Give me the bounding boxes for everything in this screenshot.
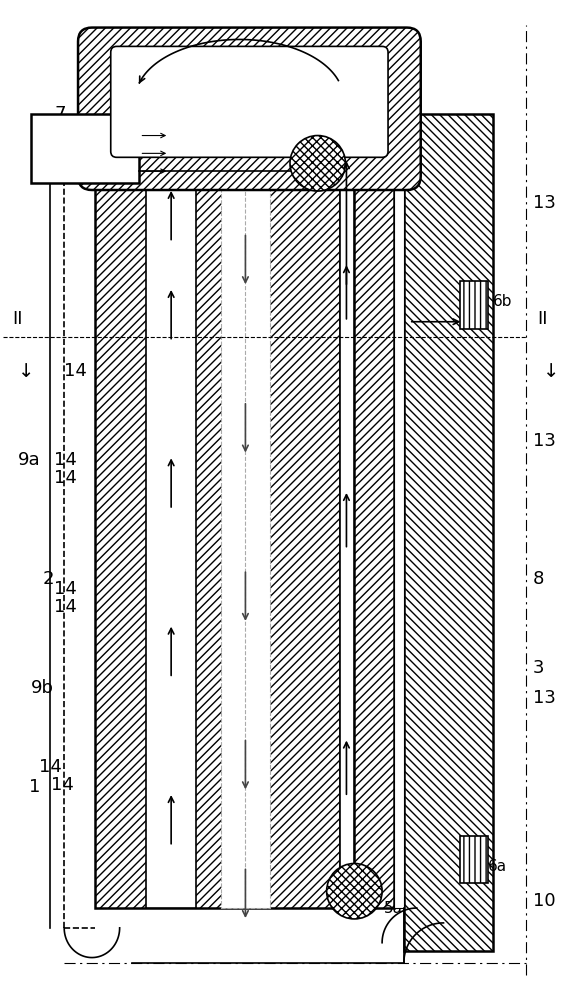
Text: 6b: 6b — [493, 294, 512, 309]
Polygon shape — [221, 173, 270, 908]
Text: 14: 14 — [160, 233, 182, 251]
Polygon shape — [354, 173, 394, 908]
Text: 14: 14 — [333, 26, 356, 44]
Text: ↓: ↓ — [543, 362, 559, 381]
Text: 14: 14 — [160, 88, 179, 103]
Text: 9a: 9a — [18, 451, 41, 469]
Text: 14: 14 — [54, 580, 77, 598]
Text: II: II — [537, 310, 548, 328]
Text: 9b: 9b — [31, 679, 54, 697]
Text: 14: 14 — [54, 469, 77, 487]
Text: 3: 3 — [533, 659, 544, 677]
Text: 2: 2 — [43, 570, 54, 588]
Text: 13: 13 — [533, 194, 555, 212]
Text: 5b: 5b — [347, 141, 367, 156]
Text: 14: 14 — [39, 758, 62, 776]
Polygon shape — [146, 173, 196, 908]
Polygon shape — [394, 173, 404, 908]
Polygon shape — [95, 173, 339, 908]
Text: II: II — [13, 310, 23, 328]
Text: 1: 1 — [29, 778, 41, 796]
Text: 14: 14 — [64, 362, 87, 380]
Text: 14: 14 — [51, 776, 74, 794]
Text: 12: 12 — [206, 79, 225, 94]
Text: 14: 14 — [54, 451, 77, 469]
Polygon shape — [339, 173, 354, 908]
Text: 13: 13 — [252, 69, 272, 84]
Text: 8: 8 — [533, 570, 544, 588]
Polygon shape — [31, 114, 140, 183]
Circle shape — [327, 863, 382, 919]
Text: 13: 13 — [533, 689, 555, 707]
Text: 5a: 5a — [384, 901, 403, 916]
Text: 13: 13 — [533, 432, 555, 450]
FancyBboxPatch shape — [78, 28, 421, 190]
Text: 14: 14 — [54, 598, 77, 616]
Circle shape — [290, 136, 346, 191]
Polygon shape — [404, 114, 493, 951]
Text: ↓: ↓ — [17, 362, 34, 381]
Polygon shape — [460, 836, 488, 883]
Text: 10: 10 — [533, 892, 555, 910]
Text: 7: 7 — [54, 105, 66, 123]
FancyBboxPatch shape — [111, 46, 388, 157]
Text: 4: 4 — [188, 26, 200, 44]
Text: 6a: 6a — [488, 859, 507, 874]
Polygon shape — [460, 281, 488, 329]
